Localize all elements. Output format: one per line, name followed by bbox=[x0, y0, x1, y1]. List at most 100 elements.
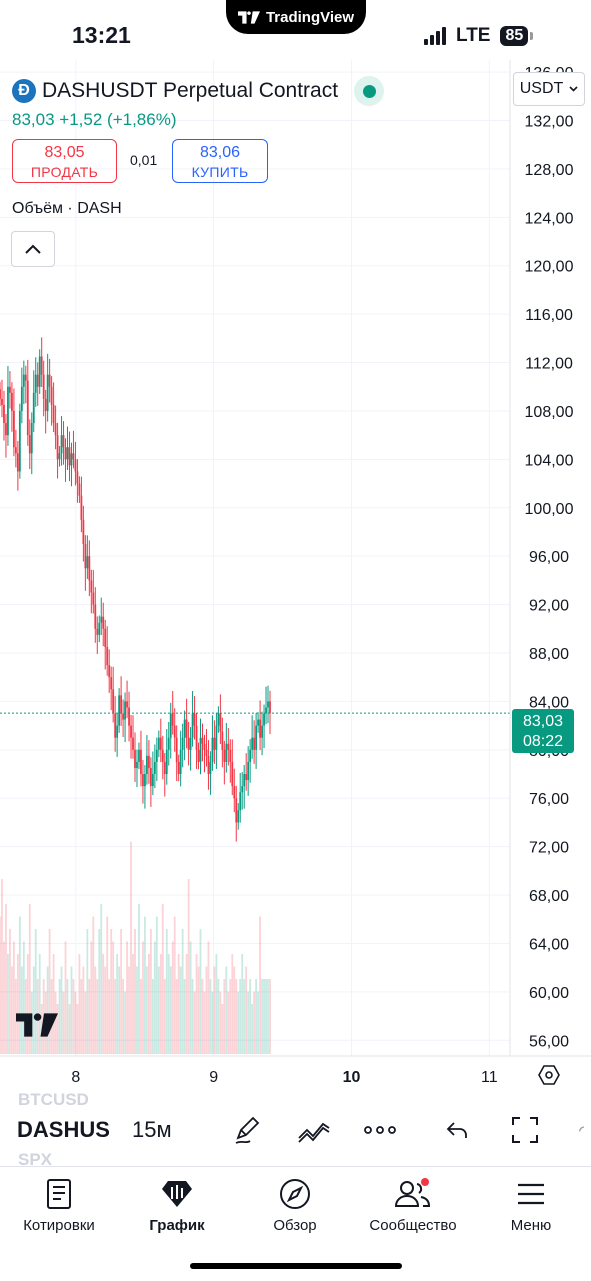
volume-bar bbox=[132, 954, 134, 1054]
nav-chart[interactable]: График bbox=[118, 1177, 236, 1234]
interval-button[interactable]: 15м bbox=[132, 1117, 172, 1142]
fullscreen-icon bbox=[512, 1117, 538, 1143]
symbol-header[interactable]: Đ DASHUSDT Perpetual Contract bbox=[12, 76, 385, 106]
home-indicator bbox=[190, 1263, 402, 1269]
candle-body bbox=[74, 459, 77, 472]
volume-bar bbox=[169, 966, 172, 1054]
volume-bar bbox=[181, 929, 184, 1054]
candle-body bbox=[0, 389, 1, 399]
fullscreen-button[interactable] bbox=[507, 1112, 543, 1148]
time-tick-label: 9 bbox=[209, 1069, 218, 1086]
chart-icon bbox=[162, 1181, 192, 1207]
nav-overview[interactable]: Обзор bbox=[236, 1177, 354, 1234]
candle-body bbox=[30, 423, 33, 454]
volume-bar bbox=[94, 966, 97, 1054]
volume-bar bbox=[140, 979, 142, 1054]
candle-body bbox=[153, 761, 156, 775]
candle-body bbox=[215, 725, 218, 750]
candle-body bbox=[28, 435, 31, 454]
price-tick-label: 96,00 bbox=[529, 549, 569, 566]
candle-body bbox=[221, 731, 224, 750]
tradingview-logo-icon bbox=[237, 10, 260, 24]
candle-body bbox=[84, 544, 87, 569]
chevron-down-icon bbox=[569, 86, 578, 92]
candle-body bbox=[44, 398, 47, 411]
volume-bar bbox=[106, 916, 109, 1054]
nav-label: Сообщество bbox=[369, 1217, 457, 1234]
nav-community[interactable]: Сообщество bbox=[354, 1177, 472, 1234]
volume-bar bbox=[128, 966, 130, 1054]
signal-icon bbox=[424, 27, 446, 45]
chart-settings-button[interactable] bbox=[534, 1060, 564, 1090]
candle-body bbox=[171, 713, 174, 726]
volume-bar bbox=[245, 966, 248, 1054]
currency-select[interactable]: USDT bbox=[513, 72, 585, 106]
candle-body bbox=[269, 701, 271, 714]
pill-label: TradingView bbox=[265, 8, 355, 26]
candle-body bbox=[26, 380, 29, 436]
volume-bar bbox=[138, 904, 140, 1054]
volume-bar bbox=[253, 991, 256, 1054]
candle-body bbox=[207, 755, 210, 775]
volume-bar bbox=[28, 904, 31, 1054]
collapse-legend-button[interactable] bbox=[11, 231, 55, 267]
volume-bar bbox=[209, 979, 212, 1054]
candle-body bbox=[144, 774, 146, 787]
bar-countdown: 08:22 bbox=[522, 733, 564, 750]
status-time: 13:21 bbox=[72, 22, 131, 48]
volume-bar bbox=[76, 1004, 79, 1054]
volume-bar bbox=[225, 966, 228, 1054]
price-tick-label: 120,00 bbox=[525, 259, 574, 276]
volume-bar bbox=[205, 966, 208, 1054]
symbol-title[interactable]: DASHUSDT Perpetual Contract bbox=[42, 79, 339, 102]
price-tick-label: 84,00 bbox=[529, 694, 569, 711]
candle-body bbox=[11, 392, 13, 411]
candle-body bbox=[1, 398, 3, 405]
nav-watchlist[interactable]: Котировки bbox=[0, 1177, 118, 1234]
candle-body bbox=[241, 786, 244, 793]
volume-bar bbox=[14, 979, 17, 1054]
nav-menu[interactable]: Меню bbox=[472, 1177, 590, 1234]
volume-bar bbox=[221, 1004, 224, 1054]
redo-icon bbox=[579, 1126, 585, 1132]
price-chart[interactable]: 136,00132,00128,00124,00120,00116,00112,… bbox=[0, 60, 591, 1094]
candle-body bbox=[203, 743, 206, 750]
candle-body bbox=[261, 725, 263, 738]
sell-button[interactable]: 83,05 ПРОДАТЬ bbox=[12, 139, 117, 183]
drawing-tool-button[interactable] bbox=[230, 1112, 266, 1148]
candle-body bbox=[90, 580, 93, 593]
volume-bar bbox=[58, 979, 61, 1054]
volume-bar bbox=[235, 979, 238, 1054]
volume-bar bbox=[54, 991, 57, 1054]
redo-button[interactable] bbox=[574, 1112, 591, 1148]
volume-bar bbox=[62, 991, 65, 1054]
candle-body bbox=[22, 374, 25, 387]
volume-bar bbox=[1, 879, 3, 1054]
undo-button[interactable] bbox=[440, 1112, 476, 1148]
volume-bar bbox=[199, 929, 202, 1054]
candle-body bbox=[60, 435, 63, 454]
network-label: LTE bbox=[456, 25, 491, 46]
volume-bar bbox=[189, 941, 192, 1054]
volume-bar bbox=[80, 979, 83, 1054]
market-open-status-icon[interactable] bbox=[354, 76, 385, 106]
volume-bar bbox=[26, 954, 29, 1054]
pen-icon bbox=[235, 1116, 260, 1144]
volume-bar bbox=[191, 979, 194, 1054]
volume-bar bbox=[34, 929, 37, 1054]
volume-bar bbox=[269, 979, 271, 1054]
compass-icon bbox=[280, 1179, 310, 1209]
volume-bar bbox=[118, 966, 121, 1054]
symbol-search-button[interactable]: DASHUSDT bbox=[17, 1117, 111, 1142]
candle-body bbox=[106, 646, 109, 666]
volume-bar bbox=[48, 929, 51, 1054]
more-button[interactable] bbox=[362, 1112, 398, 1148]
tradingview-watermark-icon[interactable] bbox=[16, 1013, 58, 1042]
volume-indicator-label[interactable]: Объём · DASH bbox=[12, 200, 122, 217]
buy-button[interactable]: 83,06 КУПИТЬ bbox=[172, 139, 268, 183]
dash-coin-icon: Đ bbox=[12, 79, 36, 103]
candle-body bbox=[120, 695, 123, 714]
indicators-button[interactable] bbox=[296, 1112, 332, 1148]
candle-body bbox=[146, 755, 148, 775]
candle-body bbox=[110, 677, 113, 690]
